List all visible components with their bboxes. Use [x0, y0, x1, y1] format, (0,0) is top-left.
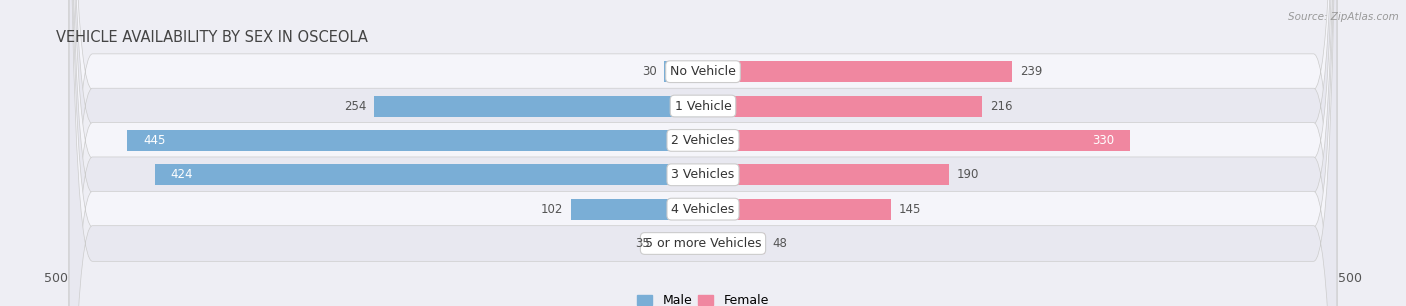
Bar	[155, 164, 703, 185]
Bar	[128, 130, 703, 151]
Text: 4 Vehicles: 4 Vehicles	[672, 203, 734, 216]
Text: 35: 35	[636, 237, 650, 250]
Text: 3 Vehicles: 3 Vehicles	[672, 168, 734, 181]
Bar	[571, 199, 703, 220]
FancyBboxPatch shape	[69, 0, 1337, 306]
Bar	[703, 233, 765, 254]
Bar	[703, 130, 1130, 151]
Text: 445: 445	[143, 134, 166, 147]
Text: 102: 102	[541, 203, 564, 216]
FancyBboxPatch shape	[69, 0, 1337, 306]
Bar	[703, 95, 983, 117]
Bar	[374, 95, 703, 117]
Text: 5 or more Vehicles: 5 or more Vehicles	[645, 237, 761, 250]
Text: 145: 145	[898, 203, 921, 216]
FancyBboxPatch shape	[69, 0, 1337, 306]
Text: 424: 424	[170, 168, 193, 181]
Text: 2 Vehicles: 2 Vehicles	[672, 134, 734, 147]
Text: 48: 48	[773, 237, 787, 250]
FancyBboxPatch shape	[69, 0, 1337, 306]
Text: 239: 239	[1019, 65, 1042, 78]
Text: 190: 190	[956, 168, 979, 181]
FancyBboxPatch shape	[69, 0, 1337, 306]
Bar	[703, 164, 949, 185]
Bar	[658, 233, 703, 254]
Bar	[703, 199, 890, 220]
Legend: Male, Female: Male, Female	[633, 289, 773, 306]
Text: 1 Vehicle: 1 Vehicle	[675, 99, 731, 113]
Text: Source: ZipAtlas.com: Source: ZipAtlas.com	[1288, 12, 1399, 22]
Text: 330: 330	[1092, 134, 1115, 147]
Bar	[703, 61, 1012, 82]
Text: No Vehicle: No Vehicle	[671, 65, 735, 78]
Text: 30: 30	[641, 65, 657, 78]
Text: VEHICLE AVAILABILITY BY SEX IN OSCEOLA: VEHICLE AVAILABILITY BY SEX IN OSCEOLA	[56, 30, 368, 45]
Text: 254: 254	[344, 99, 367, 113]
FancyBboxPatch shape	[69, 0, 1337, 306]
Bar	[664, 61, 703, 82]
Text: 216: 216	[990, 99, 1012, 113]
